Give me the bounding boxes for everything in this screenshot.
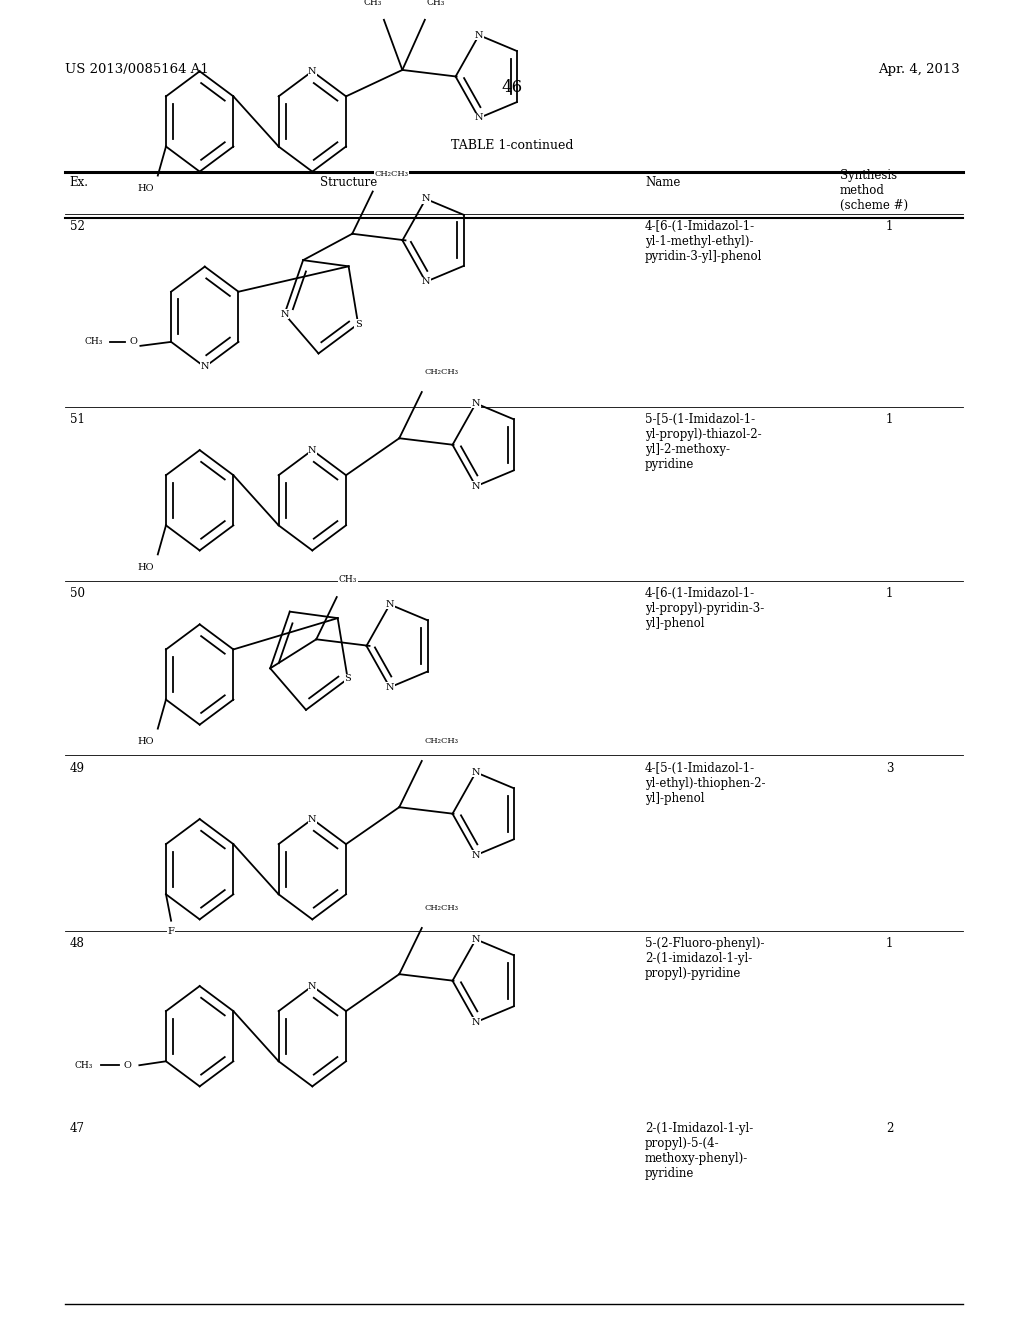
- Text: CH₂CH₃: CH₂CH₃: [375, 170, 409, 178]
- Text: 1: 1: [886, 413, 893, 426]
- Text: 46: 46: [502, 79, 522, 96]
- Text: N: N: [386, 682, 394, 692]
- Text: Name: Name: [645, 176, 681, 189]
- Text: S: S: [344, 675, 351, 684]
- Text: CH₃: CH₃: [339, 574, 357, 583]
- Text: 51: 51: [70, 413, 85, 426]
- Text: CH₂CH₃: CH₂CH₃: [425, 368, 459, 376]
- Text: N: N: [422, 194, 430, 203]
- Text: N: N: [472, 399, 480, 408]
- Text: S: S: [354, 319, 361, 329]
- Text: HO: HO: [137, 564, 154, 572]
- Text: 4-[6-(1-Imidazol-1-
yl-propyl)-pyridin-3-
yl]-phenol: 4-[6-(1-Imidazol-1- yl-propyl)-pyridin-3…: [645, 587, 764, 631]
- Text: CH₃: CH₃: [75, 1061, 93, 1069]
- Text: 1: 1: [886, 587, 893, 601]
- Text: 2-(1-Imidazol-1-yl-
propyl)-5-(4-
methoxy-phenyl)-
pyridine: 2-(1-Imidazol-1-yl- propyl)-5-(4- methox…: [645, 1122, 754, 1180]
- Text: N: N: [308, 814, 316, 824]
- Text: 1: 1: [886, 220, 893, 234]
- Text: O: O: [129, 338, 137, 346]
- Text: 4-[5-(1-Imidazol-1-
yl-ethyl)-thiophen-2-
yl]-phenol: 4-[5-(1-Imidazol-1- yl-ethyl)-thiophen-2…: [645, 762, 766, 805]
- Text: F: F: [168, 927, 174, 936]
- Text: 4-[6-(1-Imidazol-1-
yl-1-methyl-ethyl)-
pyridin-3-yl]-phenol: 4-[6-(1-Imidazol-1- yl-1-methyl-ethyl)- …: [645, 220, 763, 264]
- Text: TABLE 1-continued: TABLE 1-continued: [451, 139, 573, 152]
- Text: N: N: [472, 935, 480, 944]
- Text: 47: 47: [70, 1122, 85, 1135]
- Text: N: N: [472, 1018, 480, 1027]
- Text: CH₃: CH₃: [84, 338, 102, 346]
- Text: 1: 1: [886, 937, 893, 950]
- Text: 48: 48: [70, 937, 85, 950]
- Text: N: N: [472, 768, 480, 777]
- Text: 2: 2: [886, 1122, 893, 1135]
- Text: Synthesis
method
(scheme #): Synthesis method (scheme #): [840, 169, 908, 213]
- Text: 49: 49: [70, 762, 85, 775]
- Text: 3: 3: [886, 762, 893, 775]
- Text: HO: HO: [137, 738, 154, 746]
- Text: N: N: [475, 114, 483, 123]
- Text: Structure: Structure: [319, 176, 377, 189]
- Text: N: N: [308, 67, 316, 75]
- Text: N: N: [386, 601, 394, 609]
- Text: CH₂CH₃: CH₂CH₃: [425, 904, 459, 912]
- Text: O: O: [123, 1061, 131, 1069]
- Text: N: N: [472, 850, 480, 859]
- Text: 5-(2-Fluoro-phenyl)-
2-(1-imidazol-1-yl-
propyl)-pyridine: 5-(2-Fluoro-phenyl)- 2-(1-imidazol-1-yl-…: [645, 937, 765, 981]
- Text: 50: 50: [70, 587, 85, 601]
- Text: N: N: [308, 446, 316, 454]
- Text: HO: HO: [137, 185, 154, 193]
- Text: N: N: [475, 30, 483, 40]
- Text: Ex.: Ex.: [70, 176, 89, 189]
- Text: N: N: [281, 309, 289, 318]
- Text: Apr. 4, 2013: Apr. 4, 2013: [878, 63, 959, 77]
- Text: CH₃: CH₃: [364, 0, 382, 7]
- Text: N: N: [201, 363, 209, 371]
- Text: 5-[5-(1-Imidazol-1-
yl-propyl)-thiazol-2-
yl]-2-methoxy-
pyridine: 5-[5-(1-Imidazol-1- yl-propyl)-thiazol-2…: [645, 413, 762, 471]
- Text: N: N: [422, 277, 430, 286]
- Text: N: N: [472, 482, 480, 491]
- Text: CH₃: CH₃: [427, 0, 445, 7]
- Text: N: N: [308, 982, 316, 990]
- Text: US 2013/0085164 A1: US 2013/0085164 A1: [65, 63, 208, 77]
- Text: 52: 52: [70, 220, 85, 234]
- Text: CH₂CH₃: CH₂CH₃: [425, 737, 459, 744]
